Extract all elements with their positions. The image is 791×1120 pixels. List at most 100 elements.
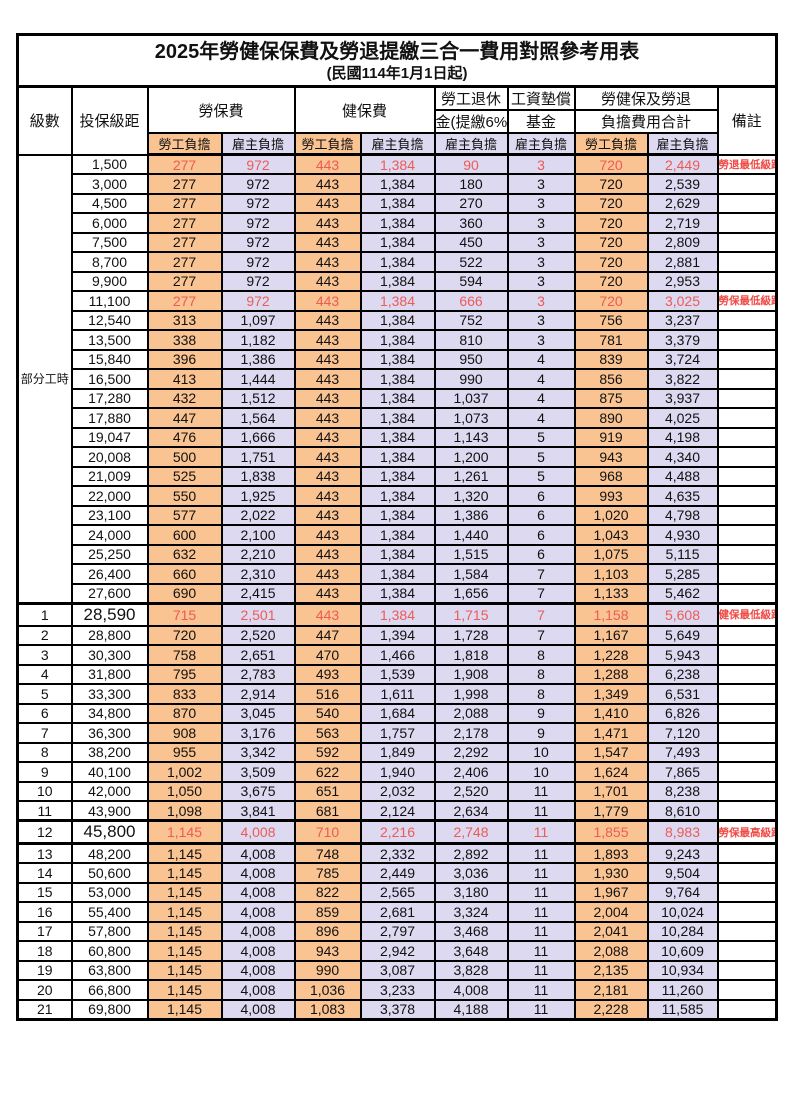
health-ins-worker-cell: 859: [293, 901, 362, 923]
labor-ins-worker-cell: 550: [146, 485, 223, 507]
total-worker-cell: 1,103: [573, 563, 649, 585]
total-worker-cell: 720: [573, 290, 649, 312]
pension-employer-cell: 594: [433, 270, 509, 292]
health-ins-employer-cell: 1,384: [359, 290, 436, 312]
table-row: 13,500 338 1,182 443 1,384 810 3 781 3,379: [18, 329, 778, 351]
pension-employer-cell: 1,386: [433, 504, 509, 526]
wage-fund-employer-cell: 5: [506, 426, 576, 448]
health-ins-employer-cell: 1,384: [359, 582, 436, 604]
labor-ins-employer-cell: 4,008: [220, 940, 296, 962]
labor-ins-worker-cell: 908: [146, 722, 223, 744]
pension-employer-cell: 3,648: [433, 940, 509, 962]
level-header: 級數: [16, 85, 73, 156]
remark-cell: [716, 173, 778, 195]
total-employer-cell: 10,284: [646, 920, 719, 942]
remark-cell: [716, 741, 778, 763]
level-cell: 12: [16, 819, 73, 845]
bracket-cell: 8,700: [70, 251, 149, 273]
pension-employer-cell: 2,406: [433, 761, 509, 783]
labor-ins-employer-cell: 1,182: [220, 329, 296, 351]
labor-ins-worker-cell: 277: [146, 153, 223, 175]
remark-cell: 勞保最高級距: [716, 819, 778, 845]
table-row: 4,500 277 972 443 1,384 270 3 720 2,629: [18, 192, 778, 214]
total-employer-cell: 4,635: [646, 485, 719, 507]
wage-fund-employer-cell: 11: [506, 940, 576, 962]
health-ins-employer-cell: 1,384: [359, 251, 436, 273]
total-employer-cell: 2,629: [646, 192, 719, 214]
labor-ins-worker-cell: 955: [146, 741, 223, 763]
total-worker-cell: 1,624: [573, 761, 649, 783]
total-worker-cell: 2,041: [573, 920, 649, 942]
labor-ins-worker-cell: 277: [146, 231, 223, 253]
remark-cell: [716, 624, 778, 646]
total-worker-cell: 2,004: [573, 901, 649, 923]
pension-employer-cell: 3,036: [433, 862, 509, 884]
remark-cell: [716, 800, 778, 822]
bracket-cell: 3,000: [70, 173, 149, 195]
labor-ins-employer-cell: 2,783: [220, 663, 296, 685]
remark-cell: [716, 504, 778, 526]
health-ins-worker-cell: 443: [293, 231, 362, 253]
wage-fund-employer-cell: 7: [506, 582, 576, 604]
labor-ins-worker-cell: 690: [146, 582, 223, 604]
labor-ins-employer-cell: 1,564: [220, 407, 296, 429]
remark-cell: [716, 998, 778, 1020]
total-worker-cell: 1,349: [573, 683, 649, 705]
table-row: 7 36,300 908 3,176 563 1,757 2,178 9 1,471 7,120: [16, 722, 778, 744]
health-ins-employer-cell: 1,384: [359, 173, 436, 195]
labor-ins-employer-cell: 972: [220, 153, 296, 175]
labor-ins-employer-cell: 4,008: [220, 959, 296, 981]
bracket-cell: 28,800: [70, 624, 149, 646]
labor-ins-employer-cell: 972: [220, 290, 296, 312]
wage-fund-employer-cell: 11: [506, 842, 576, 864]
total-employer-cell: 7,865: [646, 761, 719, 783]
level-cell: 2: [16, 624, 73, 646]
pension-employer-cell: 666: [433, 290, 509, 312]
table-row: 26,400 660 2,310 443 1,384 1,584 7 1,103 5,285: [18, 563, 778, 585]
level-cell: 4: [16, 663, 73, 685]
remark-cell: [716, 582, 778, 604]
pension-employer-cell: 1,728: [433, 624, 509, 646]
pension-employer-cell: 4,008: [433, 979, 509, 1001]
bracket-cell: 17,280: [70, 387, 149, 409]
wage-fund-employer-cell: 3: [506, 270, 576, 292]
table-row: 17,280 432 1,512 443 1,384 1,037 4 875 3,937: [18, 387, 778, 409]
health-ins-worker-cell: 516: [293, 683, 362, 705]
health-insurance-header: 健保費: [293, 85, 436, 134]
labor-ins-worker-cell: 277: [146, 270, 223, 292]
remark-cell: [716, 780, 778, 802]
wage-fund-header-line1: 工資墊償: [506, 85, 576, 111]
total-worker-cell: 720: [573, 192, 649, 214]
labor-ins-employer-cell: 1,386: [220, 348, 296, 370]
table-row: 23,100 577 2,022 443 1,384 1,386 6 1,020 4,798: [18, 504, 778, 526]
level-cell: 19: [16, 959, 73, 981]
level-cell: 6: [16, 702, 73, 724]
level-cell: 3: [16, 644, 73, 666]
labor-ins-employer-cell: 2,310: [220, 563, 296, 585]
health-ins-worker-cell: 443: [293, 446, 362, 468]
health-ins-employer-cell: 1,384: [359, 524, 436, 546]
wage-fund-employer-cell: 11: [506, 800, 576, 822]
bracket-cell: 15,840: [70, 348, 149, 370]
pension-employer-cell: 2,634: [433, 800, 509, 822]
table-row: 3 30,300 758 2,651 470 1,466 1,818 8 1,228 5,943: [16, 644, 778, 666]
health-ins-worker-cell: 896: [293, 920, 362, 942]
level-cell: 16: [16, 901, 73, 923]
labor-ins-worker-cell: 577: [146, 504, 223, 526]
health-ins-employer-cell: 1,384: [359, 601, 436, 627]
labor-ins-worker-cell: 277: [146, 212, 223, 234]
pension-employer-cell: 270: [433, 192, 509, 214]
pension-employer-cell: 1,584: [433, 563, 509, 585]
health-ins-worker-cell: 443: [293, 563, 362, 585]
bracket-cell: 60,800: [70, 940, 149, 962]
health-ins-worker-cell: 443: [293, 153, 362, 175]
total-employer-cell: 3,822: [646, 368, 719, 390]
health-ins-worker-cell: 443: [293, 329, 362, 351]
labor-ins-worker-cell: 632: [146, 543, 223, 565]
total-worker-cell: 1,075: [573, 543, 649, 565]
wage-fund-employer-cell: 3: [506, 192, 576, 214]
health-ins-employer-cell: 1,384: [359, 563, 436, 585]
table-row: 6,000 277 972 443 1,384 360 3 720 2,719: [18, 212, 778, 234]
health-ins-employer-cell: 2,449: [359, 862, 436, 884]
table-row: 21 69,800 1,145 4,008 1,083 3,378 4,188 11 2,228…: [16, 998, 778, 1020]
